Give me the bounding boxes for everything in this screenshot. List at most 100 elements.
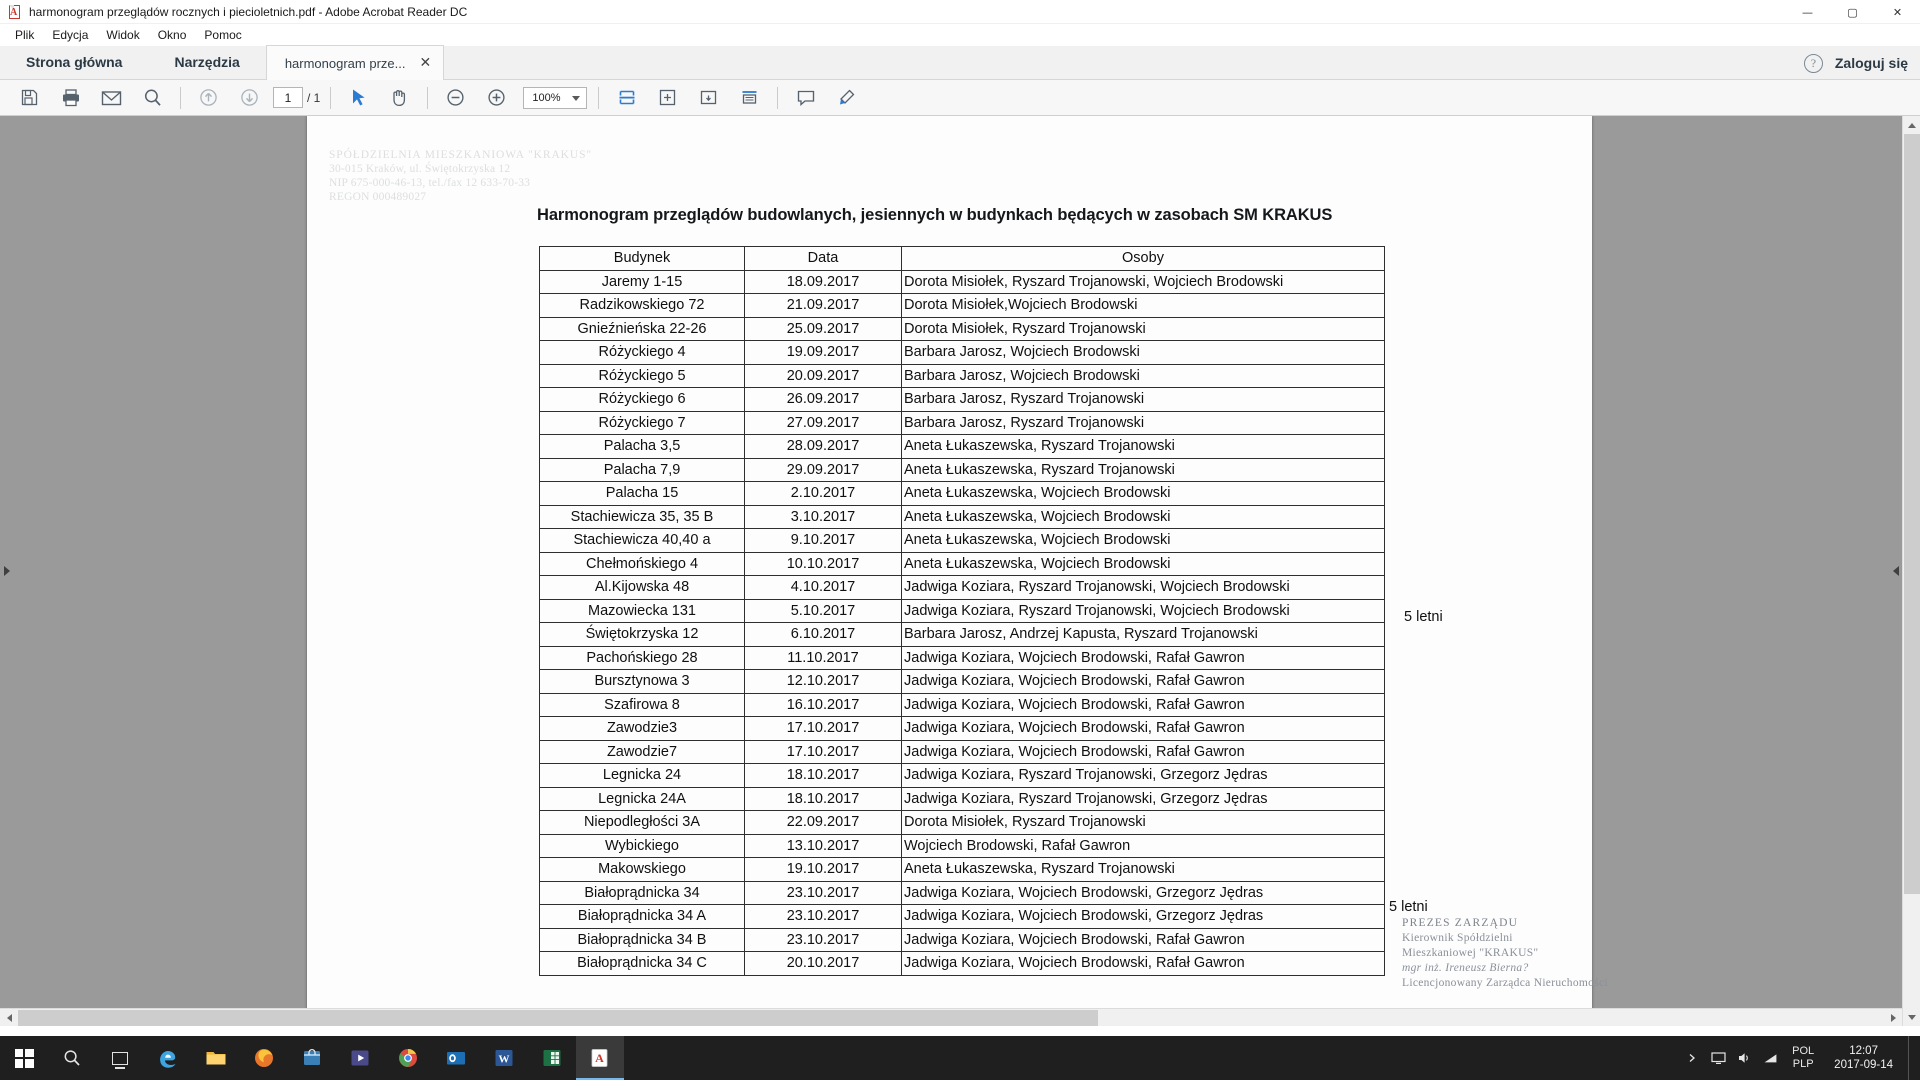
close-button[interactable]: ✕ [1875, 0, 1920, 24]
menu-item-plik[interactable]: Plik [15, 28, 35, 42]
tab-tools[interactable]: Narzędzia [174, 54, 240, 70]
outlook-icon[interactable] [432, 1036, 480, 1080]
cell-data: 19.10.2017 [744, 857, 902, 882]
comment-icon[interactable] [785, 81, 826, 115]
cell-osoby: Aneta Łukaszewska, Ryszard Trojanowski [901, 457, 1385, 482]
highlight-icon[interactable] [826, 81, 867, 115]
select-tool-icon[interactable] [338, 81, 379, 115]
chrome-icon[interactable] [384, 1036, 432, 1080]
fit-page-icon[interactable] [606, 81, 647, 115]
cell-budynek: Zawodzie3 [539, 716, 745, 741]
previous-page-icon[interactable] [188, 81, 229, 115]
read-mode-icon[interactable] [729, 81, 770, 115]
table-row: Stachiewicza 40,40 a 9.10.2017 Aneta Łukas… [539, 528, 1385, 553]
cell-data: 3.10.2017 [744, 504, 902, 529]
right-pane-toggle[interactable] [1889, 116, 1902, 1026]
menu-item-okno[interactable]: Okno [157, 28, 187, 42]
cell-osoby: Jadwiga Koziara, Wojciech Brodowski, Raf… [901, 669, 1385, 694]
zoom-in-icon[interactable] [476, 81, 517, 115]
page-number-input[interactable] [273, 87, 303, 108]
document-viewer[interactable]: SPÓŁDZIELNIA MIESZKANIOWA "KRAKUS" 30-01… [0, 116, 1920, 1026]
store-icon[interactable] [288, 1036, 336, 1080]
stamp-line-5: Licencjonowany Zarządca Nieruchomości [1402, 977, 1608, 989]
cell-budynek: Białoprądnicka 34 [539, 880, 745, 905]
zoom-out-icon[interactable] [435, 81, 476, 115]
table-row: Białoprądnicka 34 23.10.2017 Jadwiga Kozia… [539, 880, 1385, 905]
firefox-icon[interactable] [240, 1036, 288, 1080]
cell-budynek: Legnicka 24A [539, 786, 745, 811]
table-row: Różyckiego 5 20.09.2017 Barbara Jarosz, Wo… [539, 363, 1385, 388]
tab-home[interactable]: Strona główna [26, 54, 123, 70]
help-icon[interactable]: ? [1803, 53, 1823, 73]
cell-budynek: Zawodzie7 [539, 739, 745, 764]
window-title-bar[interactable]: A harmonogram przeglądów rocznych i piec… [0, 0, 1920, 24]
sign-in-button[interactable]: Zaloguj się [1834, 55, 1908, 71]
cell-budynek: Wybickiego [539, 833, 745, 858]
monitor-icon[interactable] [1705, 1036, 1731, 1080]
task-view-icon[interactable] [96, 1036, 144, 1080]
table-row: Makowskiego 19.10.2017 Aneta Łukaszewska, … [539, 857, 1385, 882]
show-desktop-button[interactable] [1908, 1036, 1916, 1080]
minimize-icon: — [1802, 5, 1813, 19]
cell-data: 26.09.2017 [744, 387, 902, 412]
left-pane-toggle[interactable] [0, 116, 13, 1026]
network-icon[interactable] [1757, 1036, 1783, 1080]
table-row: Białoprądnicka 34 B 23.10.2017 Jadwiga Koz… [539, 927, 1385, 952]
windows-start-icon[interactable] [0, 1036, 48, 1080]
scroll-left-icon[interactable] [0, 1009, 18, 1026]
hand-tool-icon[interactable] [379, 81, 420, 115]
next-page-icon[interactable] [229, 81, 270, 115]
email-icon[interactable] [91, 81, 132, 115]
cell-osoby: Barbara Jarosz, Ryszard Trojanowski [901, 387, 1385, 412]
menu-item-widok[interactable]: Widok [106, 28, 140, 42]
print-icon[interactable] [50, 81, 91, 115]
cell-data: 20.10.2017 [744, 951, 902, 976]
scroll-right-icon[interactable] [1884, 1009, 1902, 1026]
cell-osoby: Jadwiga Koziara, Ryszard Trojanowski, Gr… [901, 763, 1385, 788]
schedule-table: Budynek Data Osoby Jaremy 1-15 18.09.2017… [539, 246, 1385, 976]
toolbar-separator [330, 86, 332, 109]
edge-icon[interactable] [144, 1036, 192, 1080]
cell-data: 4.10.2017 [744, 575, 902, 600]
search-icon[interactable] [48, 1036, 96, 1080]
minimize-button[interactable]: — [1785, 0, 1830, 24]
annotation-five-year-upper: 5 letni [1404, 609, 1443, 625]
scroll-mode-icon[interactable] [688, 81, 729, 115]
stamp-line-1: PREZES ZARZĄDU [1402, 917, 1519, 929]
maximize-button[interactable]: ▢ [1830, 0, 1875, 24]
show-hidden-icon[interactable] [1679, 1036, 1705, 1080]
cell-osoby: Barbara Jarosz, Andrzej Kapusta, Ryszard… [901, 622, 1385, 647]
save-icon[interactable] [9, 81, 50, 115]
horizontal-scrollbar[interactable] [0, 1008, 1902, 1026]
menu-item-edycja[interactable]: Edycja [52, 28, 89, 42]
acrobat-reader-icon[interactable]: A [576, 1036, 624, 1080]
search-icon[interactable] [132, 81, 173, 115]
cell-budynek: Różyckiego 4 [539, 340, 745, 365]
tab-document[interactable]: harmonogram prze... ✕ [265, 45, 445, 80]
scroll-up-icon[interactable] [1903, 116, 1920, 134]
cell-budynek: Świętokrzyska 12 [539, 622, 745, 647]
svg-text:A: A [595, 1051, 604, 1065]
cell-data: 9.10.2017 [744, 528, 902, 553]
cell-budynek: Jaremy 1-15 [539, 269, 745, 294]
clock-date: 2017-09-14 [1834, 1059, 1893, 1071]
horizontal-scroll-thumb[interactable] [18, 1010, 1098, 1026]
zoom-level-dropdown[interactable]: 100% [523, 86, 588, 109]
file-explorer-icon[interactable] [192, 1036, 240, 1080]
excel-icon[interactable] [528, 1036, 576, 1080]
fit-width-icon[interactable] [647, 81, 688, 115]
menu-item-pomoc[interactable]: Pomoc [204, 28, 242, 42]
cell-osoby: Aneta Łukaszewska, Ryszard Trojanowski [901, 857, 1385, 882]
word-icon[interactable]: W [480, 1036, 528, 1080]
media-player-icon[interactable] [336, 1036, 384, 1080]
vertical-scrollbar[interactable] [1902, 116, 1920, 1026]
svg-text:W: W [499, 1054, 510, 1066]
vertical-scroll-thumb[interactable] [1904, 134, 1920, 894]
language-indicator[interactable]: POL PLP [1783, 1036, 1823, 1080]
close-icon[interactable]: ✕ [419, 55, 432, 71]
clock[interactable]: 12:07 2017-09-14 [1823, 1036, 1904, 1080]
volume-icon[interactable] [1731, 1036, 1757, 1080]
column-header-data: Data [744, 246, 902, 271]
table-row: Stachiewicza 35, 35 B 3.10.2017 Aneta Łuka… [539, 504, 1385, 529]
scroll-down-icon[interactable] [1903, 1008, 1920, 1026]
